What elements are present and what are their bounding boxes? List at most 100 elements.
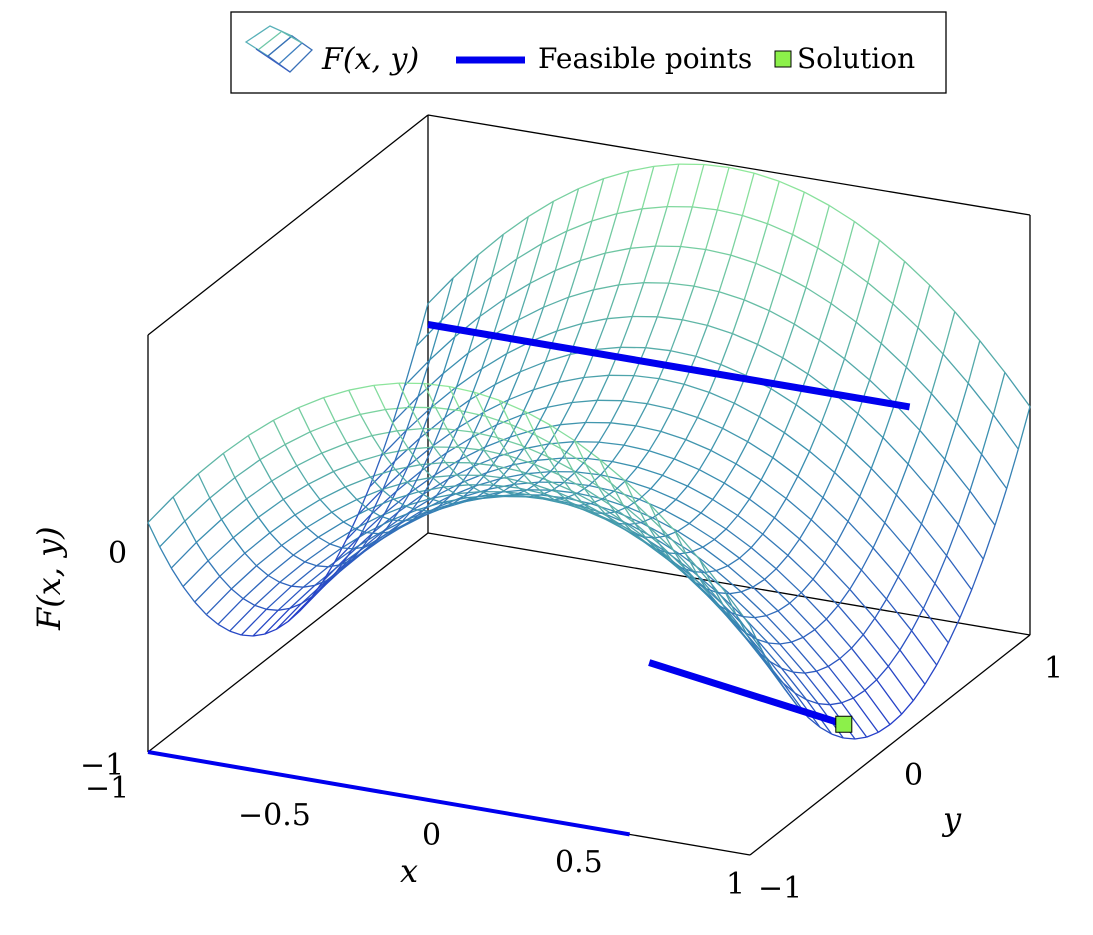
surface-mesh-line (593, 284, 619, 291)
surface-mesh-line (872, 522, 886, 549)
surface-mesh-line (182, 560, 209, 587)
surface-mesh-line (581, 289, 595, 324)
surface-mesh-line (256, 565, 269, 577)
surface-mesh-line (273, 407, 299, 421)
near-solution-line (648, 659, 845, 728)
surface-mesh-line (372, 511, 399, 534)
surface-mesh-line (519, 340, 533, 373)
surface-mesh-line (693, 285, 720, 293)
surface-mesh-line (607, 315, 633, 320)
surface-mesh-line (498, 399, 525, 412)
surface-mesh-line (780, 273, 807, 289)
surface-mesh-line (621, 375, 635, 401)
surface-mesh-line (219, 552, 246, 577)
surface-mesh-line (688, 522, 715, 541)
surface-mesh-line (406, 476, 433, 483)
surface-mesh-line (623, 444, 650, 452)
surface-mesh-line (808, 423, 822, 452)
surface-mesh-line (750, 547, 777, 570)
surface-mesh-line (170, 541, 197, 569)
surface-mesh-line (618, 248, 632, 286)
surface-mesh-line (373, 385, 386, 410)
surface-mesh-line (470, 462, 483, 476)
surface-mesh-line (598, 441, 625, 446)
surface-mesh-line (360, 408, 386, 416)
surface-mesh-line (232, 516, 259, 539)
surface-mesh-line (670, 319, 683, 351)
surface-mesh-line (768, 642, 780, 645)
surface-mesh-line (760, 457, 774, 481)
surface-mesh-line (734, 623, 748, 640)
surface-mesh-line (919, 429, 946, 460)
surface-mesh-line (394, 430, 408, 462)
surface-mesh-line (441, 497, 468, 504)
surface-mesh-line (992, 414, 1019, 450)
surface-mesh-line (610, 482, 637, 506)
surface-mesh-line (316, 547, 343, 567)
surface-mesh-line (457, 399, 471, 428)
surface-mesh-line (479, 276, 493, 317)
surface-mesh-line (244, 552, 257, 567)
surface-mesh-line (625, 479, 652, 490)
surface-mesh-line (649, 503, 676, 532)
surface-mesh-line (343, 508, 369, 523)
surface-mesh-line (849, 569, 862, 590)
surface-mesh-line (555, 499, 568, 506)
surface-mesh-line (471, 431, 485, 451)
surface-mesh-line (723, 463, 737, 484)
surface-mesh-line (702, 546, 729, 567)
surface-mesh-line (382, 460, 396, 490)
surface-mesh-line (323, 397, 336, 423)
surface-mesh-line (944, 422, 958, 460)
surface-mesh-line (854, 220, 880, 241)
surface-mesh-line (787, 538, 801, 556)
surface-mesh-line (731, 299, 745, 334)
surface-mesh-line (640, 517, 653, 524)
surface-mesh-line (857, 413, 884, 439)
surface-mesh-line (247, 419, 274, 437)
surface-mesh-line (852, 697, 879, 733)
surface-mesh-line (408, 448, 421, 466)
surface-mesh-line (674, 530, 701, 561)
surface-mesh-line (317, 536, 331, 545)
surface-mesh-line (598, 458, 612, 484)
surface-mesh-line (381, 481, 408, 491)
surface-mesh-line (835, 543, 862, 571)
surface-mesh-line (919, 393, 933, 431)
surface-mesh-line (467, 494, 493, 499)
surface-mesh-line (488, 478, 501, 490)
surface-mesh-line (911, 630, 938, 666)
surface-mesh-line (461, 471, 488, 484)
surface-mesh-line (556, 296, 570, 332)
surface-mesh-line (344, 476, 371, 488)
legend-label-feasible: Feasible points (538, 42, 752, 75)
surface-mesh-line (892, 303, 919, 329)
surface-mesh-line (981, 453, 1008, 489)
surface-mesh-line (593, 512, 607, 521)
surface-mesh-line (207, 537, 234, 562)
surface-mesh-line (455, 493, 468, 499)
surface-mesh-line (518, 487, 545, 495)
surface-mesh-line (459, 437, 473, 460)
surface-mesh-line (822, 497, 849, 522)
surface-mesh-line (615, 511, 642, 524)
surface-mesh-line (822, 472, 836, 498)
surface-mesh-line (709, 594, 722, 611)
surface-mesh-line (463, 488, 489, 498)
surface-mesh-line (421, 445, 434, 471)
surface-mesh-line (766, 181, 780, 224)
surface-mesh-line (613, 490, 640, 500)
surface-mesh-line (774, 517, 801, 540)
surface-mesh-line (791, 191, 805, 235)
x-axis-label: x (400, 852, 418, 890)
surface-mesh-line (666, 163, 680, 207)
surface-mesh-line (767, 223, 793, 236)
surface-mesh-line (864, 679, 878, 691)
surface-mesh-line (764, 578, 791, 604)
surface-mesh-line (645, 538, 672, 561)
surface-mesh-line (430, 373, 444, 408)
surface-mesh-line (294, 499, 321, 516)
surface-mesh-line (244, 532, 271, 554)
surface-mesh-line (660, 528, 674, 551)
surface-mesh-line (572, 469, 585, 489)
